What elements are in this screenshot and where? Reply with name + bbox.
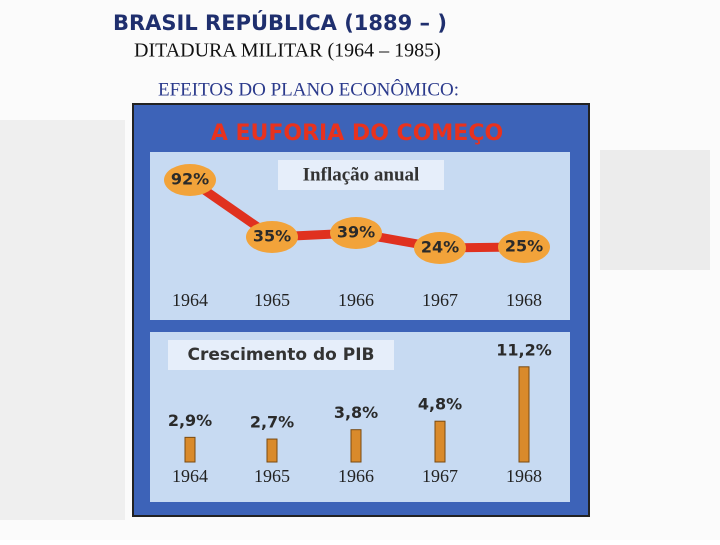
data-label: 3,8% (334, 403, 378, 422)
bar (184, 436, 196, 463)
point (330, 217, 382, 249)
x-tick-label: 1965 (254, 290, 290, 310)
chart-title-box (168, 340, 394, 370)
section-title: EFEITOS DO PLANO ECONÔMICO: (158, 78, 459, 100)
chart-title: Inflação anual (303, 164, 420, 185)
bar (518, 366, 530, 463)
data-label: 24% (421, 238, 459, 257)
x-tick-label: 1966 (338, 290, 374, 310)
slide-subtitle: DITADURA MILITAR (1964 – 1985) (134, 40, 441, 62)
x-tick-label: 1964 (172, 290, 208, 310)
x-tick-label: 1967 (422, 466, 458, 486)
data-label: 39% (337, 223, 375, 242)
data-label: 92% (171, 170, 209, 189)
data-label: 4,8% (418, 395, 462, 414)
sketch (0, 120, 125, 520)
point (414, 232, 466, 264)
x-tick-label: 1965 (254, 466, 290, 486)
x-tick-label: 1964 (172, 466, 208, 486)
point (164, 164, 216, 196)
slide-title: BRASIL REPÚBLICA (1889 – ) (113, 10, 447, 35)
bar (266, 438, 278, 463)
data-label: 25% (505, 237, 543, 256)
x-tick-label: 1968 (506, 290, 542, 310)
chart-title-box (278, 160, 444, 190)
point (246, 221, 298, 253)
data-label: 2,9% (168, 411, 212, 430)
point (498, 231, 550, 263)
x-tick-label: 1968 (506, 466, 542, 486)
data-label: 35% (253, 227, 291, 246)
chart-title: Crescimento do PIB (188, 345, 375, 365)
x-tick-label: 1967 (422, 290, 458, 310)
x-tick-label: 1966 (338, 466, 374, 486)
banner: A EUFORIA DO COMEÇO (211, 121, 503, 146)
bar (350, 429, 362, 463)
data-label: 2,7% (250, 413, 294, 432)
sketch (600, 150, 710, 270)
data-label: 11,2% (496, 340, 552, 359)
bar (434, 420, 446, 463)
